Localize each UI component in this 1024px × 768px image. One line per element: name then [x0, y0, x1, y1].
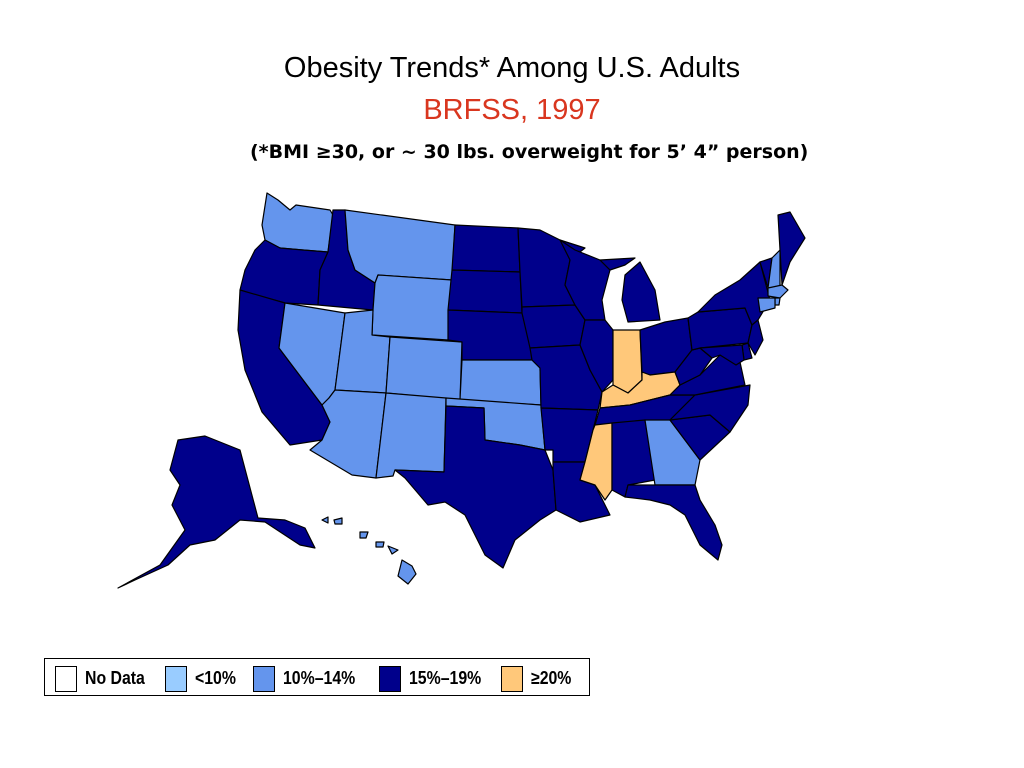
legend-swatch-no-data	[55, 666, 77, 692]
state-OR	[239, 239, 329, 306]
map-title: Obesity Trends* Among U.S. Adults	[283, 52, 741, 84]
legend-label-20-plus: ≥20%	[531, 668, 572, 688]
legend-label-under-10: <10%	[195, 668, 236, 688]
legend-swatch-20-plus	[501, 666, 523, 692]
state-SD	[447, 269, 523, 314]
state-MD	[699, 344, 745, 366]
state-WA	[261, 192, 334, 253]
state-MI	[599, 257, 661, 323]
state-CO	[385, 336, 463, 401]
state-CT	[757, 297, 776, 313]
state-TX	[394, 405, 557, 569]
legend-swatch-under-10	[165, 666, 187, 692]
legend-label-15-19: 15%–19%	[409, 668, 482, 688]
state-IA	[521, 304, 586, 349]
state-RI	[774, 297, 781, 306]
state-HI	[321, 516, 417, 585]
legend-swatch-15-19	[379, 666, 401, 692]
state-IL	[579, 319, 614, 393]
state-ND	[451, 224, 521, 273]
state-FL	[624, 484, 723, 561]
legend-label-no-data: No Data	[85, 668, 145, 688]
state-PA	[687, 307, 753, 351]
legend-swatch-10-14	[253, 666, 275, 692]
state-WY	[371, 274, 453, 341]
state-NJ	[747, 319, 764, 356]
legend: No Data <10% 10%–14% 15%–19% ≥20%	[44, 658, 590, 696]
legend-label-10-14: 10%–14%	[283, 668, 356, 688]
state-AK	[117, 435, 316, 589]
state-MT	[344, 209, 456, 284]
map-subtitle: BRFSS, 1997	[423, 94, 601, 126]
state-NM	[375, 392, 447, 479]
state-MA	[767, 284, 789, 299]
state-ME	[777, 211, 806, 286]
bmi-footnote: (*BMI ≥30, or ~ 30 lbs. overweight for 5…	[250, 141, 809, 163]
state-KS	[459, 359, 542, 406]
